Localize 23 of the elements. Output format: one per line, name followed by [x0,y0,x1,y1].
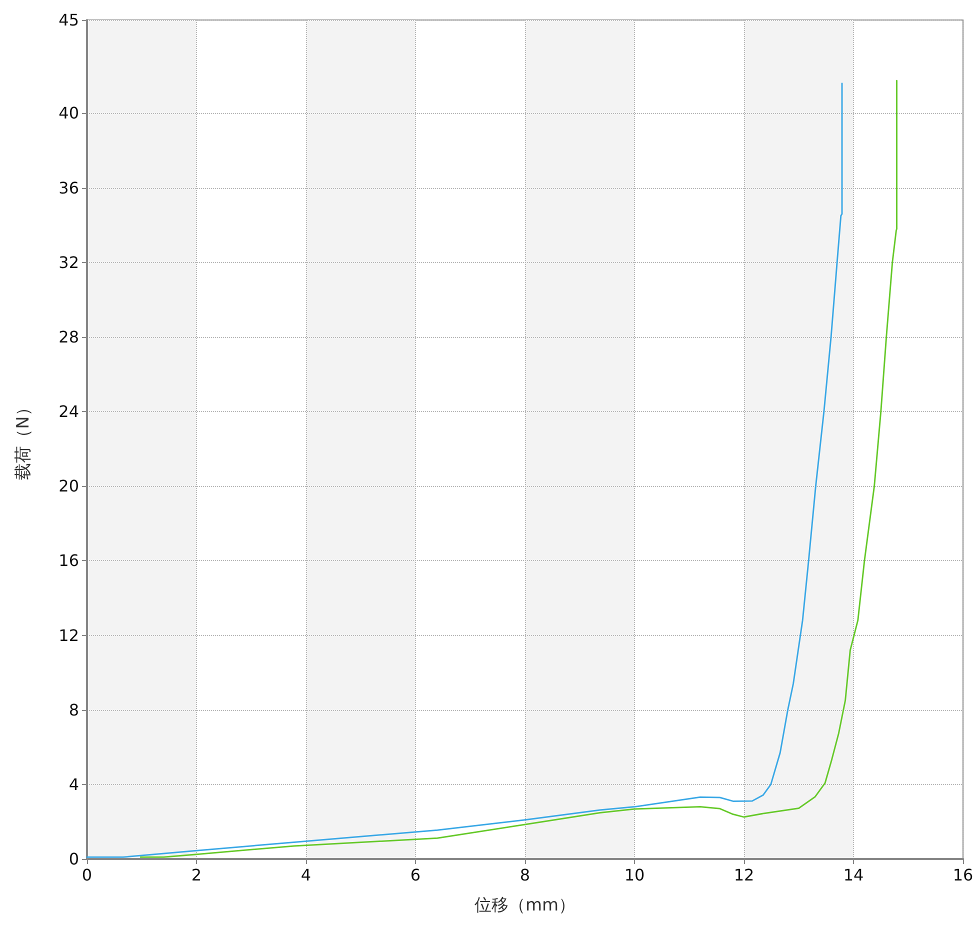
x-tick-label: 16 [952,866,974,884]
y-tick-label: 28 [58,327,79,346]
x-tick-label: 8 [520,866,530,884]
y-tick-label: 36 [58,178,79,198]
x-tick-label: 10 [624,866,645,884]
y-tick-label: 16 [58,551,79,570]
y-tick-label: 32 [58,252,79,272]
x-tick-label: 2 [191,866,202,884]
x-tick-label: 6 [410,866,421,884]
y-tick-label: 0 [68,850,79,868]
y-axis-title: 载荷（N） [14,399,34,480]
y-tick-label: 24 [58,402,79,422]
y-tick-label: 45 [58,10,79,30]
x-tick-label: 14 [843,866,864,884]
x-tick-label: 0 [82,866,92,884]
x-axis-title: 位移（mm） [474,896,576,916]
x-tick-label: 12 [734,866,754,884]
y-tick-label: 8 [68,700,79,720]
y-tick-label: 40 [58,104,79,123]
x-tick-label: 4 [300,866,312,884]
y-tick-label: 4 [68,774,79,794]
y-tick-label: 12 [58,626,79,645]
y-tick-label: 20 [58,476,79,496]
